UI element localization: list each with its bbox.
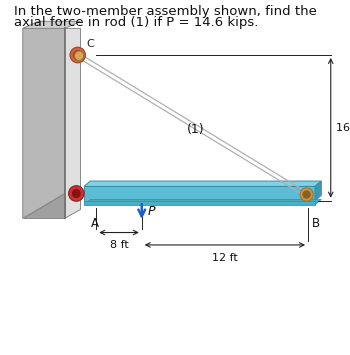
Circle shape <box>70 47 85 63</box>
Text: B: B <box>312 217 320 230</box>
Polygon shape <box>315 181 321 201</box>
Polygon shape <box>84 200 321 205</box>
Circle shape <box>72 190 80 197</box>
Polygon shape <box>65 28 80 218</box>
Polygon shape <box>23 193 65 218</box>
Polygon shape <box>84 181 321 186</box>
Polygon shape <box>84 186 315 201</box>
Polygon shape <box>23 28 65 218</box>
Circle shape <box>75 51 84 60</box>
Circle shape <box>69 186 84 201</box>
Circle shape <box>300 188 313 201</box>
Text: C: C <box>86 39 94 49</box>
Text: (1): (1) <box>187 123 205 136</box>
Text: axial force in rod (1) if P = 14.6 kips.: axial force in rod (1) if P = 14.6 kips. <box>14 16 258 29</box>
Circle shape <box>303 191 310 198</box>
Circle shape <box>74 51 82 59</box>
Text: A: A <box>91 217 98 230</box>
Text: 8 ft: 8 ft <box>110 240 128 250</box>
Polygon shape <box>84 201 315 205</box>
Text: P: P <box>148 205 155 218</box>
Text: In the two-member assembly shown, find the: In the two-member assembly shown, find t… <box>14 5 317 18</box>
Text: 16 ft: 16 ft <box>336 123 350 133</box>
Polygon shape <box>23 21 80 28</box>
Text: 12 ft: 12 ft <box>212 253 238 263</box>
